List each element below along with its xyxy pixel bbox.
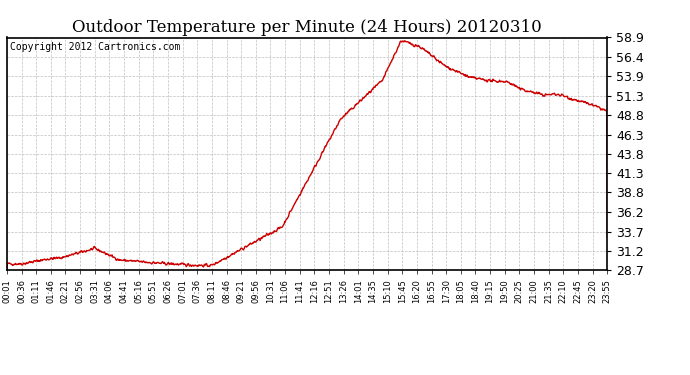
Text: Copyright 2012 Cartronics.com: Copyright 2012 Cartronics.com [10, 42, 180, 52]
Title: Outdoor Temperature per Minute (24 Hours) 20120310: Outdoor Temperature per Minute (24 Hours… [72, 19, 542, 36]
